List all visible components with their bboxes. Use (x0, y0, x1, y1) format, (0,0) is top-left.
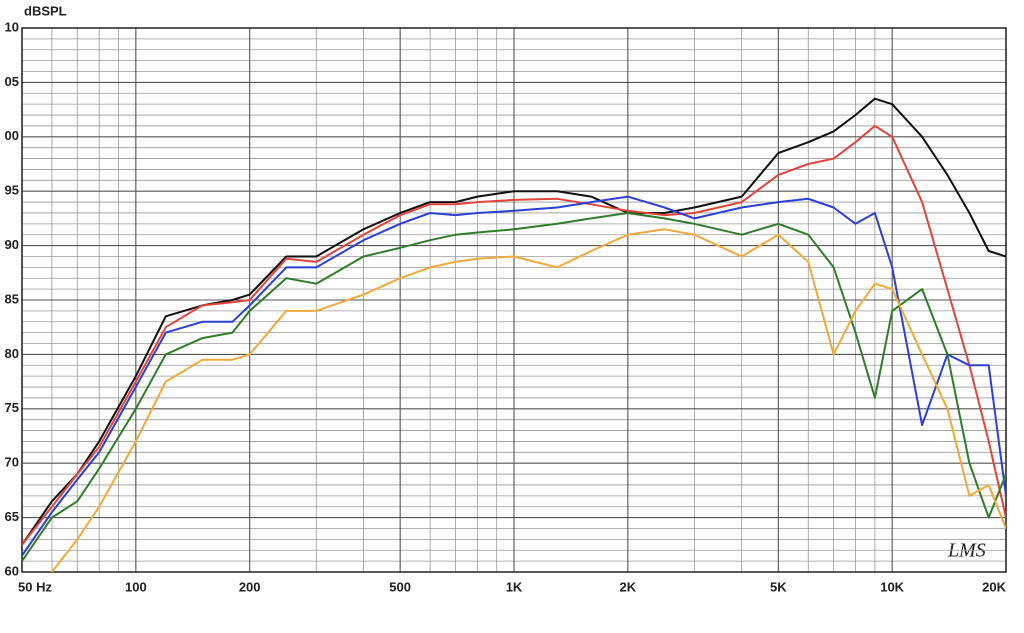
series-group (22, 97, 1006, 572)
series-line (22, 212, 1006, 562)
x-tick-label: 2K (620, 579, 637, 594)
x-tick-label: 1K (506, 579, 523, 594)
series-line (50, 228, 1006, 572)
y-tick-label: 80 (5, 346, 19, 361)
series-line (22, 124, 1006, 546)
y-tick-label: 60 (5, 563, 19, 578)
series-line (22, 97, 1006, 546)
series-line (22, 195, 1006, 557)
y-tick-label: 70 (5, 455, 19, 470)
x-tick-label: 10K (880, 579, 904, 594)
plot-border (21, 27, 1007, 573)
x-tick-label: 50 Hz (18, 579, 52, 594)
y-tick-label: 65 (5, 509, 19, 524)
x-tick-label: 500 (389, 579, 411, 594)
x-tick-label: 5K (770, 579, 787, 594)
x-tick-label: 20K (982, 579, 1006, 594)
y-tick-label: 75 (5, 400, 19, 415)
y-tick-label: 10 (5, 19, 19, 34)
y-tick-label: 95 (5, 183, 19, 198)
x-tick-label: 200 (239, 579, 261, 594)
x-tick-label: 100 (125, 579, 147, 594)
y-tick-label: 00 (5, 128, 19, 143)
y-axis-label: dBSPL (24, 3, 67, 18)
y-tick-label: 05 (5, 74, 19, 89)
y-tick-label: 90 (5, 237, 19, 252)
y-tick-label: 85 (5, 291, 19, 306)
